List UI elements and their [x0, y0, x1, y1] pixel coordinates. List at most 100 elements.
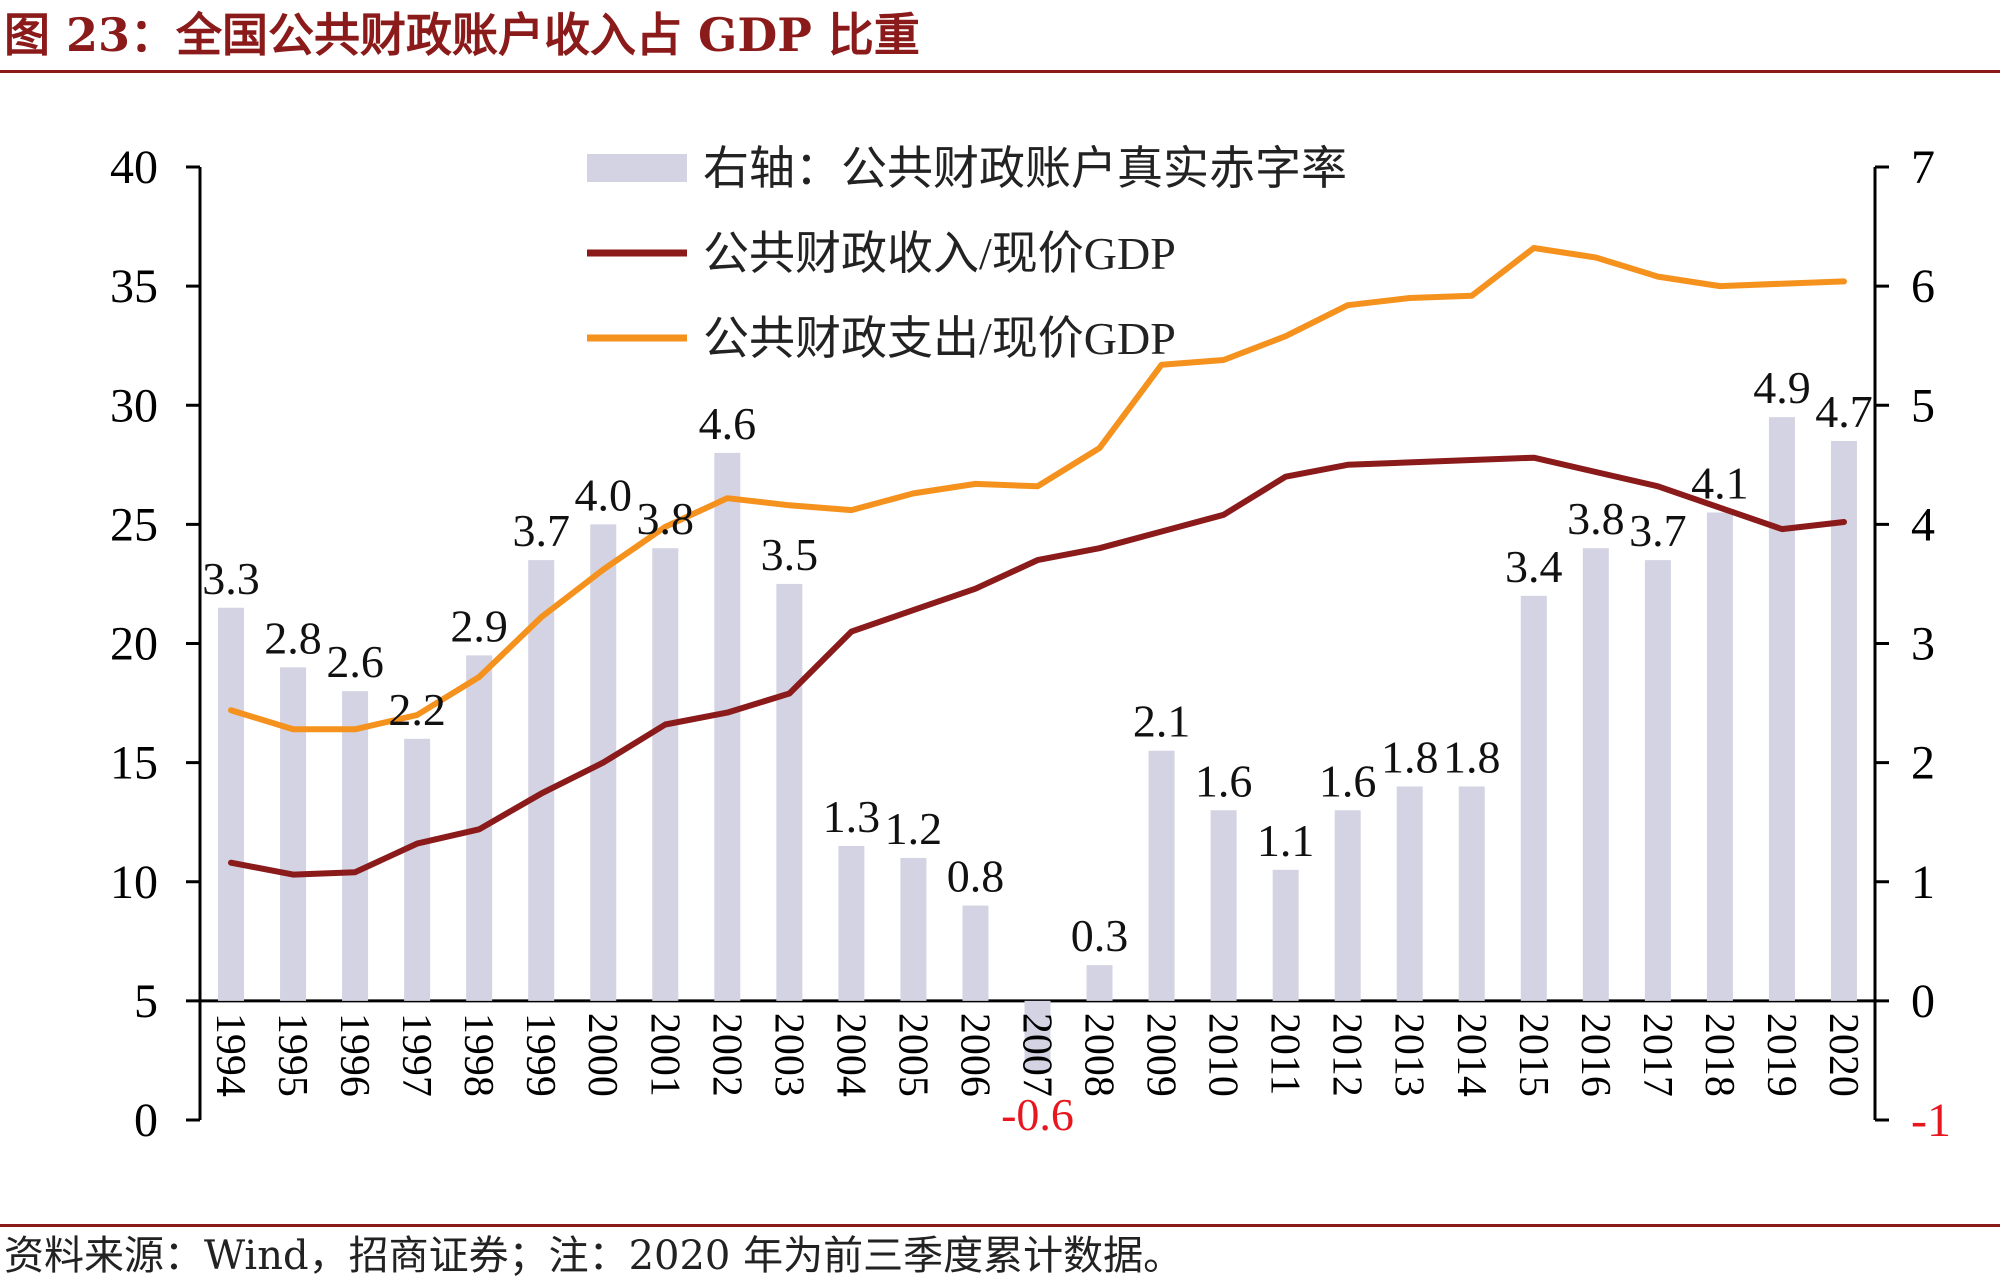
x-tick-label: 2000 — [579, 1013, 625, 1097]
x-tick-label: 2018 — [1696, 1013, 1742, 1097]
legend-swatch-deficit — [587, 154, 687, 182]
x-tick-label: 2015 — [1510, 1013, 1556, 1097]
x-tick-label: 2001 — [641, 1013, 687, 1097]
right-tick-label: -1 — [1911, 1094, 1951, 1147]
deficit-bar — [1148, 750, 1175, 1001]
x-tick-label: 2006 — [951, 1013, 997, 1097]
bar-value-label: 2.8 — [264, 612, 322, 663]
deficit-bar — [1582, 548, 1609, 1001]
x-tick-labels-layer: 1994 1995 1996 1997 1998 1999 2000 2001 2002 2003… — [207, 1013, 1866, 1097]
x-tick-label: 2009 — [1138, 1013, 1184, 1097]
deficit-bar — [342, 691, 369, 1001]
left-tick-label: 35 — [110, 260, 158, 313]
x-tick-label: 2005 — [889, 1013, 935, 1097]
right-tick-label: 6 — [1911, 260, 1935, 313]
x-tick-label: 2012 — [1324, 1013, 1370, 1097]
x-tick-label: 2004 — [827, 1013, 873, 1097]
revenue-line — [228, 454, 1847, 878]
right-tick-label: 7 — [1911, 141, 1935, 194]
deficit-bar — [1210, 810, 1237, 1001]
left-tick-label: 10 — [110, 856, 158, 909]
figure-title: 图 23：全国公共财政账户收入占 GDP 比重 — [4, 8, 920, 62]
legend-label: 公共财政支出/现价GDP — [703, 313, 1176, 364]
lines-layer — [228, 245, 1847, 878]
bar-value-label: 2.6 — [326, 636, 384, 687]
bar-value-label: 4.6 — [699, 398, 757, 449]
bars-layer — [218, 417, 1857, 1073]
x-tick-label: 1995 — [269, 1013, 315, 1097]
x-tick-label: 2007 — [1014, 1013, 1060, 1097]
expenditure-line — [228, 245, 1847, 733]
bar-value-label: 1.8 — [1381, 731, 1439, 782]
deficit-bar — [218, 607, 245, 1001]
x-tick-label: 1996 — [331, 1013, 377, 1097]
left-tick-label: 40 — [110, 141, 158, 194]
source-note: 资料来源：Wind，招商证券；注：2020 年为前三季度累计数据。 — [4, 1233, 1184, 1279]
right-tick-label: 0 — [1911, 975, 1935, 1028]
bar-value-label: 1.1 — [1257, 815, 1315, 866]
x-tick-label: 2011 — [1262, 1013, 1308, 1095]
bar-value-label: 2.2 — [388, 684, 446, 735]
bar-value-label: 1.6 — [1195, 755, 1253, 806]
x-tick-label: 2020 — [1820, 1013, 1866, 1097]
bar-labels-layer: 3.32.8 2.62.22.93.74.0 3.84.63.51.3 1.20.8-… — [202, 362, 1872, 1140]
x-tick-label: 2010 — [1200, 1013, 1246, 1097]
deficit-bar — [900, 857, 927, 1001]
bar-value-label: 0.8 — [947, 851, 1005, 902]
deficit-bar — [1830, 440, 1857, 1001]
x-tick-label: 2016 — [1572, 1013, 1618, 1097]
title-rule — [0, 70, 2000, 73]
bar-value-label: 3.8 — [637, 493, 695, 544]
bar-value-label: 3.5 — [761, 529, 819, 580]
x-tick-label: 2002 — [703, 1013, 749, 1097]
bar-value-label: 1.3 — [823, 791, 881, 842]
legend-label: 公共财政收入/现价GDP — [703, 228, 1176, 279]
bar-value-label: 3.8 — [1567, 493, 1625, 544]
deficit-bar — [1706, 512, 1733, 1001]
bar-value-label: 4.9 — [1753, 362, 1811, 413]
left-tick-label: 15 — [110, 737, 158, 790]
bar-value-label: 1.8 — [1443, 731, 1501, 782]
deficit-bar — [776, 583, 803, 1001]
x-tick-label: 1994 — [207, 1013, 253, 1097]
x-tick-label: 1999 — [517, 1013, 563, 1097]
bar-value-label: 3.4 — [1505, 541, 1563, 592]
bar-value-label: 2.1 — [1133, 696, 1191, 747]
deficit-bar — [1024, 1000, 1051, 1073]
right-tick-label: 1 — [1911, 856, 1935, 909]
bar-value-label: 2.9 — [450, 600, 508, 651]
right-tick-label: 5 — [1911, 379, 1935, 432]
deficit-bar — [1768, 417, 1795, 1001]
x-tick-label: 2014 — [1448, 1013, 1494, 1097]
axes-layer: 0 5 10 15 20 25 30 35 40 -1 0 1 2 3 4 5 6 7 — [110, 141, 1951, 1147]
bar-value-label: 1.6 — [1319, 755, 1377, 806]
legend-label: 右轴：公共财政账户真实赤字率 — [703, 143, 1347, 194]
bar-value-label: -0.6 — [1001, 1089, 1074, 1140]
deficit-bar — [1272, 869, 1299, 1001]
x-tick-label: 2008 — [1076, 1013, 1122, 1097]
source-rule — [0, 1224, 2000, 1227]
left-tick-label: 5 — [134, 975, 158, 1028]
deficit-bar — [838, 846, 865, 1001]
bar-value-label: 3.3 — [202, 553, 260, 604]
left-tick-label: 25 — [110, 498, 158, 551]
deficit-bar — [652, 548, 679, 1001]
bar-value-label: 4.7 — [1815, 386, 1873, 437]
deficit-bar — [1086, 965, 1113, 1001]
bar-value-label: 3.7 — [1629, 505, 1687, 556]
right-tick-label: 2 — [1911, 737, 1935, 790]
x-tick-label: 2013 — [1386, 1013, 1432, 1097]
deficit-bar — [962, 905, 989, 1001]
x-tick-label: 1997 — [393, 1013, 439, 1097]
left-tick-label: 30 — [110, 379, 158, 432]
x-tick-label: 2017 — [1634, 1013, 1680, 1097]
deficit-bar — [404, 738, 431, 1001]
x-tick-label: 2019 — [1758, 1013, 1804, 1097]
bar-value-label: 4.0 — [574, 469, 632, 520]
x-tick-label: 2003 — [765, 1013, 811, 1097]
left-tick-label: 0 — [134, 1094, 158, 1147]
bar-value-label: 0.3 — [1071, 910, 1129, 961]
deficit-bar — [280, 667, 307, 1001]
